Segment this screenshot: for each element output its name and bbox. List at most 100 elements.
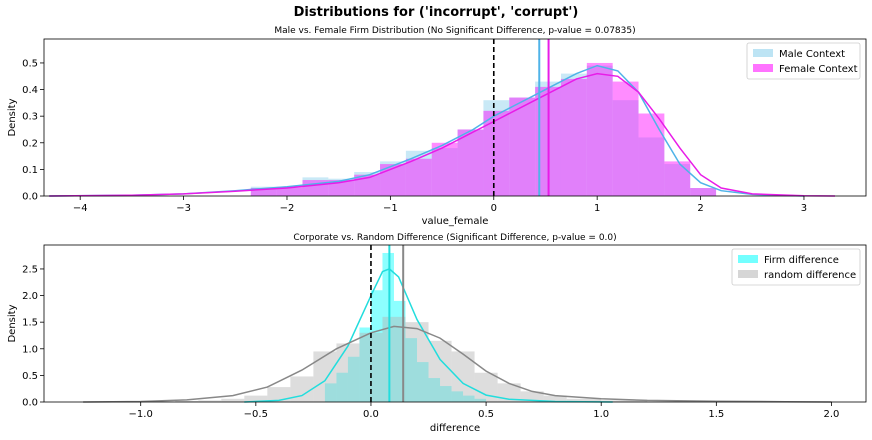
histogram-bar (175, 400, 199, 402)
histogram-bar (638, 137, 665, 196)
histogram-bar (497, 383, 521, 402)
histogram-bar (509, 97, 536, 196)
x-tick-label: 1.0 (593, 409, 609, 420)
histogram-bar (451, 391, 464, 402)
histogram-bar (380, 161, 406, 196)
histogram-bar (690, 188, 717, 196)
y-tick-label: 2.0 (22, 291, 38, 302)
histogram-bar (336, 343, 360, 402)
y-tick-label: 0.4 (22, 85, 38, 96)
histogram-bar (347, 356, 360, 402)
histogram-male-context (250, 65, 717, 196)
axes-frame (43, 38, 867, 197)
x-tick-label: −4 (73, 203, 88, 214)
histogram-bar (586, 62, 613, 196)
x-tick-label: 0 (491, 203, 497, 214)
kde-curve (244, 268, 613, 403)
histogram-bar (431, 142, 458, 196)
x-tick-label: 1 (594, 203, 600, 214)
x-tick-label: 2 (697, 203, 703, 214)
histogram-bar (560, 78, 587, 196)
y-tick-label: 0.5 (22, 371, 38, 382)
x-tick-label: 0.0 (363, 409, 379, 420)
histogram-bar (690, 188, 717, 196)
legend: Firm difference random difference (731, 248, 861, 286)
y-tick-label: 1.5 (22, 318, 38, 329)
histogram-bar (638, 113, 665, 196)
y-tick-label: 1.0 (22, 344, 38, 355)
x-tick-label: 3 (801, 203, 807, 214)
kde-curve (49, 64, 805, 197)
y-tick-label: 0.2 (22, 138, 38, 149)
y-tick-label: 0.5 (22, 58, 38, 69)
histogram-bar (370, 290, 383, 402)
x-axis-label: difference (430, 423, 480, 434)
y-tick-label: 2.5 (22, 264, 38, 275)
histogram-bar (354, 172, 381, 196)
histogram-bar (328, 180, 355, 196)
histogram-bar (405, 322, 429, 402)
y-tick-label: 0.0 (22, 192, 38, 203)
histogram-bar (354, 174, 381, 196)
histogram-bar (221, 398, 245, 402)
histogram-bar (267, 387, 291, 402)
histogram-bar (509, 97, 536, 196)
y-axis-label: Density (7, 98, 18, 136)
legend-swatch (753, 49, 773, 57)
legend-swatch (738, 255, 758, 263)
x-tick-label: −1 (383, 203, 398, 214)
histogram-bar (405, 338, 418, 402)
histogram-bar (405, 158, 432, 196)
subplot-title: Corporate vs. Random Difference (Signifi… (293, 233, 616, 243)
histogram-random-difference (175, 316, 648, 402)
kde-curve (49, 72, 836, 197)
x-tick-label: −2 (280, 203, 295, 214)
subplot-title: Male vs. Female Firm Distribution (No Si… (274, 26, 635, 36)
histogram-bar (586, 65, 613, 196)
legend-swatch (753, 64, 773, 72)
x-tick-label: −1.0 (129, 409, 153, 420)
histogram-bar (451, 351, 475, 402)
legend-label: Female Context (779, 64, 858, 75)
x-axis-label: value_female (422, 216, 489, 227)
x-tick-label: 1.5 (708, 409, 724, 420)
bottom-panel: −1.0 −0.5 0.0 0.5 1.0 1.5 2.0 0.0 0.5 1.0 1.5 2.0 2.… (7, 233, 867, 434)
legend-label: random difference (764, 270, 856, 281)
histogram-bar (474, 372, 498, 402)
histogram-bar (250, 186, 277, 196)
y-axis-label: Density (7, 304, 18, 342)
histogram-bar (324, 383, 337, 402)
histogram-female-context (250, 62, 717, 196)
x-tick-label: 2.0 (824, 409, 840, 420)
histogram-bar (417, 362, 429, 402)
histogram-bar (336, 372, 348, 402)
legend-box (731, 248, 861, 286)
legend-label: Male Context (779, 49, 845, 60)
histogram-bar (244, 395, 268, 402)
kde-curve (83, 325, 832, 403)
histogram-bar (560, 73, 587, 196)
histogram-bar (612, 100, 639, 196)
histogram-bar (393, 300, 406, 402)
histogram-bar (457, 129, 484, 196)
histogram-bar (664, 161, 691, 196)
histogram-bar (313, 351, 337, 402)
histogram-bar (612, 81, 639, 196)
histogram-bar (566, 398, 602, 402)
histogram-bar (382, 316, 406, 402)
y-tick-label: 0.0 (22, 398, 38, 409)
top-panel: −4 −3 −2 −1 0 1 2 3 0.0 0.1 0.2 0.3 0.4 0.5 Male vs. F… (7, 26, 867, 227)
histogram-bar (474, 398, 487, 402)
legend-box (746, 42, 861, 80)
histogram-bar (302, 177, 329, 196)
histogram-bar (276, 186, 303, 196)
histogram-bar (440, 386, 452, 402)
legend-swatch (738, 270, 758, 278)
x-tick-label: −0.5 (244, 409, 268, 420)
histogram-bar (520, 391, 544, 402)
figure-title: Distributions for ('incorrupt', 'corrupt… (293, 5, 579, 20)
histogram-bar (543, 395, 567, 402)
x-tick-label: 0.5 (478, 409, 494, 420)
legend: Male Context Female Context (746, 42, 861, 80)
